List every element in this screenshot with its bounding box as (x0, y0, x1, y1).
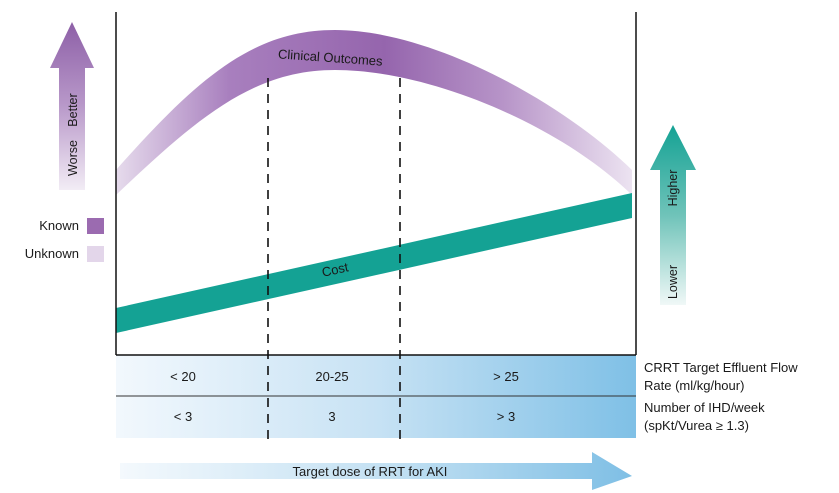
ihd-caption-line1: Number of IHD/week (644, 400, 765, 415)
flow-cell-mid: 20-25 (315, 369, 348, 384)
ihd-cell-low: < 3 (174, 409, 192, 424)
legend-known-swatch (87, 218, 104, 234)
target-dose-label: Target dose of RRT for AKI (293, 464, 448, 479)
better-worse-arrow (50, 22, 94, 190)
ihd-caption-line2: (spKt/Vurea ≥ 1.3) (644, 418, 749, 433)
flow-caption-line2: Rate (ml/kg/hour) (644, 378, 744, 393)
legend-unknown-label: Unknown (25, 246, 79, 261)
ihd-cell-mid: 3 (328, 409, 335, 424)
flow-cell-high: > 25 (493, 369, 519, 384)
flow-caption-line1: CRRT Target Effluent Flow (644, 360, 798, 375)
higher-lower-arrow (650, 125, 696, 305)
better-label: Better (66, 93, 80, 126)
flow-cell-low: < 20 (170, 369, 196, 384)
clinical-outcomes-label: Clinical Outcomes (278, 46, 384, 68)
worse-label: Worse (66, 140, 80, 176)
legend-unknown-swatch (87, 246, 104, 262)
cost-band (116, 193, 632, 333)
ihd-cell-high: > 3 (497, 409, 515, 424)
cost-label: Cost (320, 259, 350, 280)
target-dose-arrow (120, 452, 632, 490)
legend-known-label: Known (39, 218, 79, 233)
higher-label: Higher (666, 170, 680, 207)
clinical-outcomes-band (116, 30, 632, 195)
lower-label: Lower (666, 265, 680, 299)
